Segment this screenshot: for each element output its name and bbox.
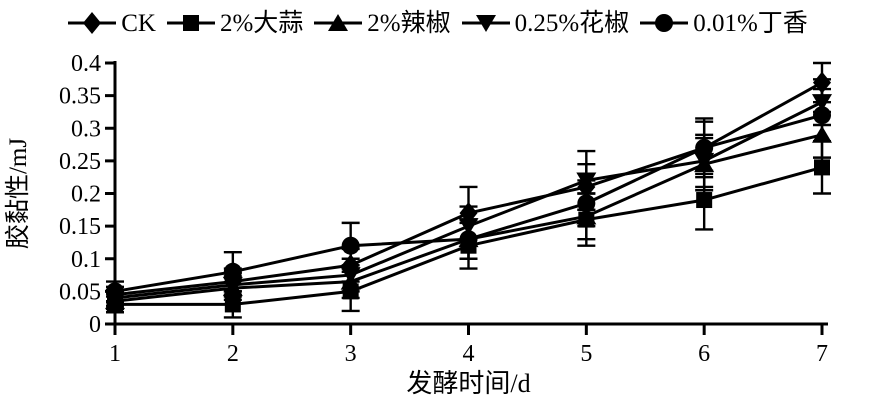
legend-key-diamond [68, 12, 117, 34]
triangle-down-marker-icon [576, 172, 597, 190]
y-tick-label: 0.25 [59, 149, 101, 175]
triangle-down-marker-icon [694, 152, 715, 170]
y-tick-label: 0.2 [71, 182, 101, 208]
legend-label: 2%大蒜 [219, 9, 304, 37]
legend-label: 0.25%花椒 [514, 9, 630, 37]
diamond-marker-icon [813, 71, 831, 94]
circle-marker-icon [106, 282, 124, 301]
x-tick-label: 7 [816, 341, 828, 367]
circle-marker-icon [459, 230, 478, 249]
triangle-up-marker-icon [576, 207, 597, 225]
legend-label: 0.01%丁香 [693, 9, 808, 37]
triangle-down-marker-icon [458, 218, 479, 236]
legend-item-triangle-up: 2%辣椒 [312, 9, 451, 37]
x-tick-label: 4 [463, 341, 475, 367]
square-marker-icon [182, 15, 199, 31]
square-marker-icon [224, 296, 241, 313]
x-tick-label: 5 [580, 341, 592, 367]
legend-item-triangle-down: 0.25%花椒 [460, 9, 630, 37]
y-tick-label: 0.1 [71, 247, 101, 273]
y-axis-title: 胶黏性/mJ [4, 138, 32, 249]
y-tick-label: 0.3 [71, 116, 101, 142]
legend-item-circle: 0.01%丁香 [638, 9, 808, 37]
circle-marker-icon [223, 262, 242, 281]
x-axis-title: 发酵时间/d [406, 369, 530, 398]
triangle-up-marker-icon [812, 125, 832, 143]
diamond-marker-icon [83, 12, 102, 34]
circle-marker-icon [577, 194, 596, 213]
legend-label: 2%辣椒 [367, 9, 451, 37]
square-marker-icon [696, 192, 713, 209]
circle-marker-icon [695, 138, 714, 157]
axes: 0 0.05 0.1 0.15 0.2 0.25 0.3 0.35 0.4 1 2 3 4 5 6 7 [59, 51, 828, 367]
triangle-down-marker-icon [340, 267, 361, 285]
legend-item-square: 2%大蒜 [165, 9, 303, 37]
y-tick-label: 0.35 [59, 84, 101, 110]
x-tick-label: 1 [109, 341, 121, 367]
y-tick-label: 0.4 [71, 51, 101, 77]
circle-marker-icon [655, 14, 674, 32]
triangle-up-marker-icon [328, 14, 349, 31]
x-tick-label: 6 [698, 341, 710, 367]
x-tick-label: 3 [345, 341, 357, 367]
y-tick-label: 0.15 [59, 214, 101, 240]
x-tick-label: 2 [227, 341, 239, 367]
triangle-down-marker-icon [812, 94, 832, 112]
triangle-down-marker-icon [222, 276, 243, 294]
legend-label: CK [121, 9, 156, 37]
circle-marker-icon [813, 106, 831, 125]
legend-key-triangle-down [461, 15, 510, 32]
circle-marker-icon [341, 236, 360, 255]
legend-key-circle [640, 14, 689, 32]
y-tick-label: 0.05 [59, 279, 101, 305]
y-tick-label: 0 [89, 312, 101, 338]
square-marker-icon [814, 159, 830, 176]
triangle-down-marker-icon [475, 15, 496, 32]
legend-key-square [166, 15, 215, 31]
series-markers-circle [106, 106, 831, 301]
legend-key-triangle-up [314, 14, 363, 31]
legend-item-diamond: CK [66, 9, 156, 37]
chart-legend: CK 2%大蒜 2%辣椒 0.25%花椒 0.01%丁香 [0, 4, 874, 42]
